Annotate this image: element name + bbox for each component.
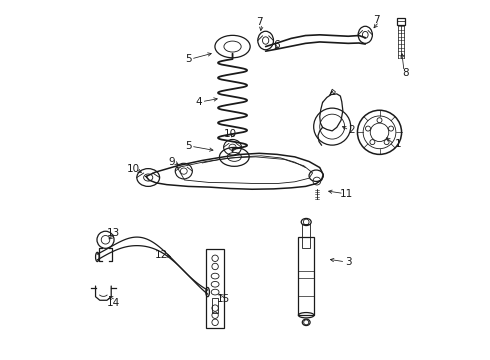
Text: 3: 3 bbox=[345, 257, 351, 267]
Bar bbox=[212, 298, 219, 314]
Text: 9: 9 bbox=[169, 157, 175, 167]
Text: 10: 10 bbox=[126, 164, 140, 174]
Bar bbox=[206, 249, 224, 328]
Text: 1: 1 bbox=[395, 139, 401, 149]
Text: 5: 5 bbox=[185, 141, 192, 151]
Text: 13: 13 bbox=[107, 228, 120, 238]
Text: 7: 7 bbox=[256, 17, 263, 27]
Text: 10: 10 bbox=[224, 129, 237, 139]
Text: 6: 6 bbox=[274, 40, 280, 50]
Text: 4: 4 bbox=[196, 97, 202, 107]
Text: 15: 15 bbox=[217, 294, 230, 304]
Text: 2: 2 bbox=[348, 125, 355, 135]
Text: 14: 14 bbox=[107, 298, 120, 308]
Bar bbox=[298, 237, 314, 315]
Text: 8: 8 bbox=[402, 68, 409, 78]
Bar bbox=[302, 225, 310, 248]
Text: 11: 11 bbox=[340, 189, 353, 199]
Text: 7: 7 bbox=[373, 15, 380, 25]
Text: 5: 5 bbox=[185, 54, 192, 64]
Text: 12: 12 bbox=[155, 250, 168, 260]
Bar bbox=[396, 18, 405, 24]
